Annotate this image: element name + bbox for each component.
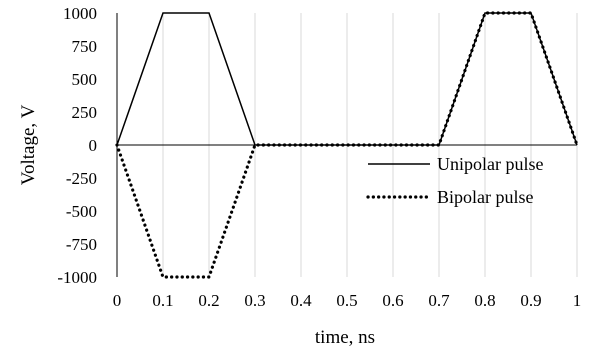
y-tick-label: 1000 [63, 4, 97, 23]
y-tick-label: -750 [66, 235, 97, 254]
y-axis-title: Voltage, V [18, 104, 39, 185]
legend-label-bipolar: Bipolar pulse [437, 187, 534, 207]
y-tick-label: 250 [72, 103, 98, 122]
x-tick-label: 0.5 [336, 291, 357, 310]
x-tick-label: 0.2 [198, 291, 219, 310]
x-tick-label: 0 [113, 291, 122, 310]
y-tick-label: -500 [66, 202, 97, 221]
y-tick-label: 0 [89, 136, 98, 155]
y-tick-label: 500 [72, 70, 98, 89]
x-axis-title: time, ns [315, 327, 375, 348]
x-tick-label: 0.1 [152, 291, 173, 310]
y-tick-label: -1000 [57, 268, 97, 287]
y-tick-label: -250 [66, 169, 97, 188]
legend: Unipolar pulse Bipolar pulse [366, 154, 543, 207]
x-tick-label: 0.7 [428, 291, 450, 310]
x-tick-label: 0.6 [382, 291, 403, 310]
x-tick-label: 0.4 [290, 291, 312, 310]
x-tick-label: 1 [573, 291, 582, 310]
series-line-bipolar [115, 11, 579, 279]
y-tick-label: 750 [72, 37, 98, 56]
x-tick-label: 0.8 [474, 291, 495, 310]
tick-labels: 0 0.1 0.2 0.3 0.4 0.5 0.6 0.7 0.8 0.9 1 1000 750 500 2… [57, 4, 581, 310]
legend-label-unipolar: Unipolar pulse [437, 154, 543, 174]
x-tick-label: 0.9 [520, 291, 541, 310]
x-tick-label: 0.3 [244, 291, 265, 310]
series-lines [115, 11, 579, 279]
